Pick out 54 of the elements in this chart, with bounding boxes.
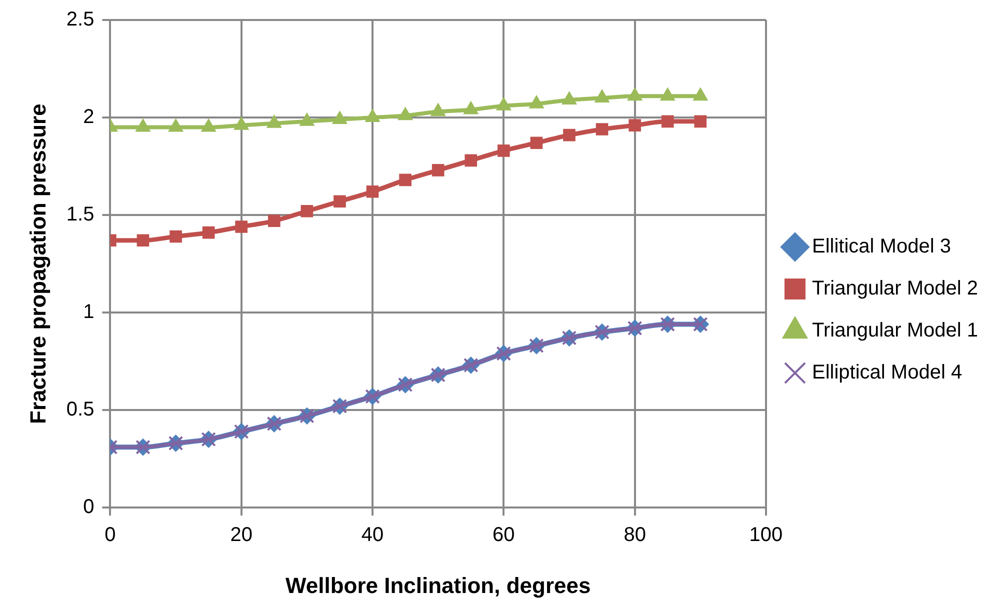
point	[627, 88, 642, 101]
point	[464, 154, 478, 167]
x-tick-label: 80	[624, 524, 646, 546]
point	[496, 97, 512, 110]
point	[168, 118, 184, 132]
point	[432, 164, 444, 176]
x-tick-label: 100	[749, 524, 783, 546]
point	[334, 195, 346, 208]
point	[430, 103, 446, 116]
point	[365, 109, 380, 122]
point	[300, 112, 314, 126]
point	[529, 95, 544, 108]
point	[235, 220, 248, 233]
y-tick-label: 1.5	[66, 204, 94, 226]
legend-label: Ellitical Model 3	[812, 236, 951, 258]
point	[498, 144, 510, 157]
point	[562, 91, 577, 104]
point	[266, 114, 282, 128]
point	[694, 115, 707, 128]
point	[563, 128, 576, 142]
legend-label: Triangular Model 2	[812, 278, 978, 300]
y-tick-label: 0	[83, 496, 94, 518]
point	[399, 174, 412, 186]
point	[530, 136, 543, 150]
x-tick-label: 60	[492, 524, 515, 546]
point	[201, 118, 216, 132]
x-tick-label: 20	[230, 524, 252, 546]
y-tick-label: 0.5	[66, 398, 94, 421]
point	[136, 118, 150, 132]
point	[628, 119, 641, 132]
point	[332, 110, 348, 124]
legend-label: Elliptical Model 4	[812, 362, 962, 384]
point	[398, 107, 413, 120]
legend-label: Triangular Model 1	[812, 320, 978, 342]
y-tick-label: 2.5	[66, 8, 94, 31]
point	[234, 116, 249, 130]
point	[692, 88, 708, 101]
point	[661, 115, 674, 128]
x-axis-title: Wellbore Inclination, degrees	[285, 572, 591, 598]
x-tick-label: 0	[104, 524, 116, 546]
point	[594, 90, 610, 103]
point	[596, 123, 608, 136]
point	[660, 88, 676, 101]
point	[202, 226, 215, 239]
x-tick-label: 40	[361, 524, 384, 546]
point	[170, 230, 182, 243]
point	[463, 101, 478, 114]
y-tick-label: 1	[83, 301, 94, 324]
y-tick-label: 2	[83, 106, 94, 128]
y-axis-title: Fracture propagation pressure	[25, 104, 50, 424]
point	[366, 185, 379, 198]
point	[136, 234, 150, 247]
point	[300, 204, 314, 218]
point	[268, 214, 280, 228]
